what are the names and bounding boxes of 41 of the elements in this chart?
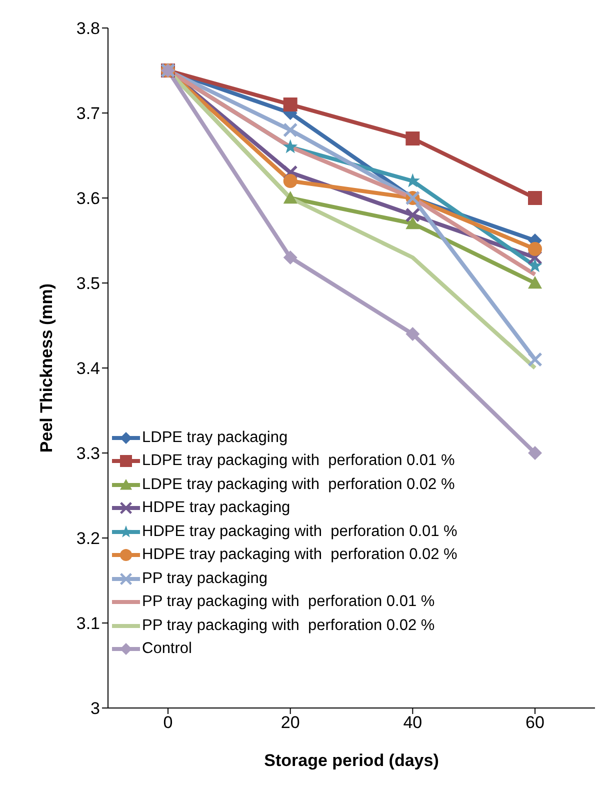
point — [406, 216, 420, 230]
legend-label: Control — [142, 640, 192, 658]
legend-label: LDPE tray packaging with perforation 0.02 % — [142, 476, 455, 494]
point — [528, 242, 542, 256]
y-tick-label: 3.1 — [76, 614, 100, 634]
y-tick-label: 3 — [90, 699, 100, 718]
point — [283, 174, 298, 188]
x-tick-label: 0 — [163, 713, 173, 732]
point — [283, 250, 298, 264]
x-tick-label: 20 — [280, 713, 300, 732]
legend-label: HDPE tray packaging with perforation 0.01 % — [142, 522, 458, 541]
point — [528, 276, 542, 289]
legend-label: PP tray packaging with perforation 0.01 % — [142, 593, 435, 612]
y-tick-label: 3.7 — [76, 104, 100, 124]
legend-label: LDPE tray packaging — [142, 428, 288, 447]
point — [528, 352, 542, 366]
legend-label: PP tray packaging — [142, 570, 268, 588]
point — [283, 98, 298, 112]
point — [528, 258, 542, 272]
legend-label: PP tray packaging with perforation 0.02 % — [142, 616, 435, 635]
y-tick-label: 3.4 — [76, 359, 100, 378]
x-axis-title: Storage period (days) — [264, 751, 439, 770]
y-tick-label: 3.5 — [76, 274, 100, 294]
y-tick-label: 3.6 — [76, 189, 100, 208]
legend-label: HDPE tray packaging — [142, 499, 290, 518]
point — [283, 123, 298, 137]
point — [528, 446, 542, 460]
x-tick-label: 60 — [526, 713, 544, 732]
point — [406, 208, 420, 222]
legend-label: HDPE tray packaging with perforation 0.02 % — [142, 546, 458, 564]
point — [406, 132, 420, 146]
y-tick-label: 3.2 — [76, 529, 100, 548]
point — [283, 191, 298, 204]
x-tick-label: 40 — [403, 713, 422, 732]
point — [406, 327, 420, 341]
y-tick-label: 3.8 — [76, 19, 100, 38]
point — [528, 191, 542, 205]
legend-label: LDPE tray packaging with perforation 0.01 % — [142, 452, 455, 470]
y-axis-title: Peel Thickness (mm) — [37, 283, 56, 453]
y-tick-label: 3.3 — [76, 444, 100, 464]
point — [283, 139, 298, 154]
